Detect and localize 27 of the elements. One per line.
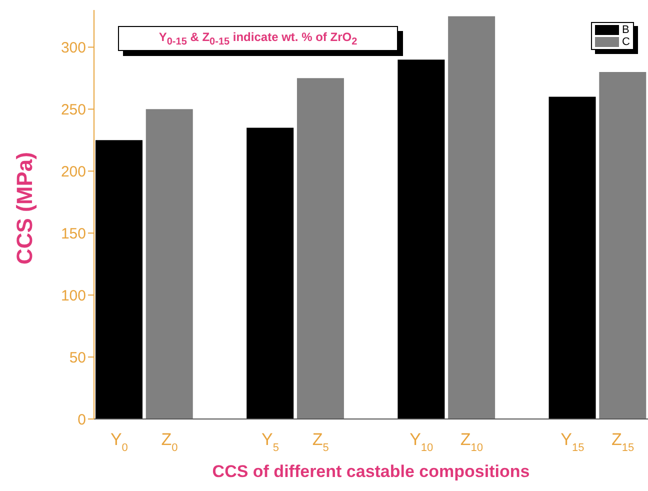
x-tick-label: Y$_{15}$ [560,430,584,454]
bar [296,78,344,419]
x-axis-title: CCS of different castable compositions [212,462,530,481]
bar [548,96,596,419]
legend-label: C [622,36,630,48]
legend-label: B [622,24,630,36]
y-tick-label: 50 [69,349,86,366]
y-tick-label: 0 [78,411,86,428]
y-tick-label: 150 [60,225,86,242]
y-tick-label: 300 [60,40,86,57]
y-tick-label: 250 [60,101,86,118]
x-tick-label: Z$_{5}$ [312,430,329,454]
bar [146,109,193,419]
bar [398,60,445,419]
bar [96,140,143,419]
x-tick-label: Z$_{10}$ [460,430,484,454]
y-tick-label: 100 [60,287,86,304]
bar [599,72,646,419]
x-tick-label: Z$_{15}$ [612,430,634,454]
y-axis-title: CCS (MPa) [12,152,37,264]
y-tick-label: 200 [60,163,86,180]
bar [448,16,496,419]
x-tick-label: Z$_{0}$ [161,430,178,454]
x-tick-label: Y$_{5}$ [262,430,280,454]
x-tick-label: Y$_{0}$ [110,430,128,454]
bar [246,128,294,419]
x-tick-label: Y$_{10}$ [410,430,434,454]
